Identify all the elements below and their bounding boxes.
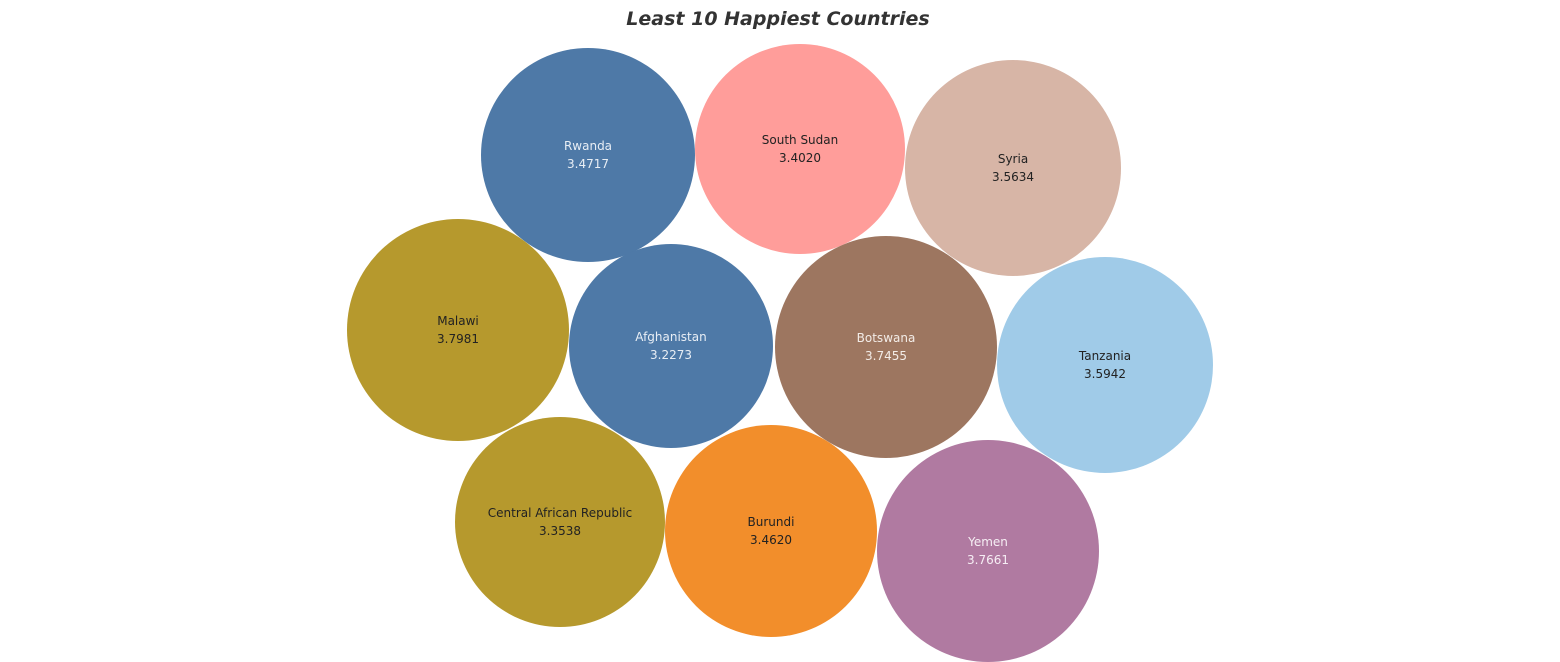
bubble-name-malawi: Malawi bbox=[437, 314, 479, 328]
bubble-circle-syria[interactable] bbox=[905, 60, 1121, 276]
bubble-name-burundi: Burundi bbox=[748, 515, 795, 529]
bubble-value-south-sudan: 3.4020 bbox=[779, 151, 821, 165]
bubble-afghanistan[interactable]: Afghanistan 3.2273 bbox=[569, 244, 773, 448]
bubble-circle-burundi[interactable] bbox=[665, 425, 877, 637]
bubble-burundi[interactable]: Burundi 3.4620 bbox=[665, 425, 877, 637]
bubble-name-yemen: Yemen bbox=[967, 535, 1008, 549]
bubble-value-syria: 3.5634 bbox=[992, 170, 1034, 184]
bubble-value-tanzania: 3.5942 bbox=[1084, 367, 1126, 381]
bubble-circle-yemen[interactable] bbox=[877, 440, 1099, 662]
bubble-name-rwanda: Rwanda bbox=[564, 139, 612, 153]
bubbles-layer: Rwanda 3.4717 South Sudan 3.4020 Syria 3.5634… bbox=[347, 44, 1213, 662]
bubble-circle-malawi[interactable] bbox=[347, 219, 569, 441]
bubble-circle-tanzania[interactable] bbox=[997, 257, 1213, 473]
bubble-value-malawi: 3.7981 bbox=[437, 332, 479, 346]
bubble-name-botswana: Botswana bbox=[857, 331, 916, 345]
bubble-circle-central-african-republic[interactable] bbox=[455, 417, 665, 627]
bubble-malawi[interactable]: Malawi 3.7981 bbox=[347, 219, 569, 441]
bubble-name-syria: Syria bbox=[998, 152, 1028, 166]
bubble-value-yemen: 3.7661 bbox=[967, 553, 1009, 567]
bubble-name-afghanistan: Afghanistan bbox=[635, 330, 706, 344]
bubble-value-central-african-republic: 3.3538 bbox=[539, 524, 581, 538]
bubble-value-rwanda: 3.4717 bbox=[567, 157, 609, 171]
bubble-circle-rwanda[interactable] bbox=[481, 48, 695, 262]
bubble-name-tanzania: Tanzania bbox=[1078, 349, 1131, 363]
bubble-yemen[interactable]: Yemen 3.7661 bbox=[877, 440, 1099, 662]
bubble-central-african-republic[interactable]: Central African Republic 3.3538 bbox=[455, 417, 665, 627]
bubble-syria[interactable]: Syria 3.5634 bbox=[905, 60, 1121, 276]
chart-title: Least 10 Happiest Countries bbox=[626, 8, 930, 30]
bubble-value-botswana: 3.7455 bbox=[865, 349, 907, 363]
bubble-circle-south-sudan[interactable] bbox=[695, 44, 905, 254]
bubble-circle-afghanistan[interactable] bbox=[569, 244, 773, 448]
bubble-circle-botswana[interactable] bbox=[775, 236, 997, 458]
bubble-value-burundi: 3.4620 bbox=[750, 533, 792, 547]
bubble-name-south-sudan: South Sudan bbox=[762, 133, 839, 147]
bubble-tanzania[interactable]: Tanzania 3.5942 bbox=[997, 257, 1213, 473]
bubble-south-sudan[interactable]: South Sudan 3.4020 bbox=[695, 44, 905, 254]
bubble-value-afghanistan: 3.2273 bbox=[650, 348, 692, 362]
bubble-rwanda[interactable]: Rwanda 3.4717 bbox=[481, 48, 695, 262]
bubble-botswana[interactable]: Botswana 3.7455 bbox=[775, 236, 997, 458]
bubble-name-central-african-republic: Central African Republic bbox=[488, 506, 632, 520]
